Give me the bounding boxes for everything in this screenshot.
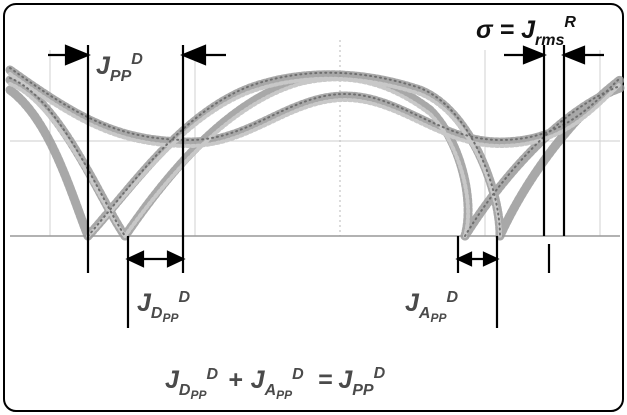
label-sigma-jrms: σ = JrmsR [476,14,576,49]
double-arrow-left-icon [455,251,473,267]
figure-frame [3,3,624,412]
double-arrow-right-icon [166,250,186,268]
eq-term-jpp: J [338,366,353,394]
arrow-right-head-icon [522,45,547,65]
double-arrow-left-icon [125,250,145,268]
label-jdpp: JDPPD [137,289,190,325]
label-japp: JAPPD [405,289,458,325]
label-jpp-top: JPPD [96,51,143,85]
arrow-left-head-icon [180,44,207,66]
arrow-left-head-icon [561,45,586,65]
jitter-markers [86,45,566,328]
eq-term-jdpp: J [165,366,180,394]
eq-term-japp: J [251,366,266,394]
arrows [48,44,604,268]
jitter-traces [5,65,625,241]
arrow-right-head-icon [64,44,91,66]
double-arrow-right-icon [482,251,500,267]
equation: JDPPD + JAPPD = JPPD [165,365,386,402]
